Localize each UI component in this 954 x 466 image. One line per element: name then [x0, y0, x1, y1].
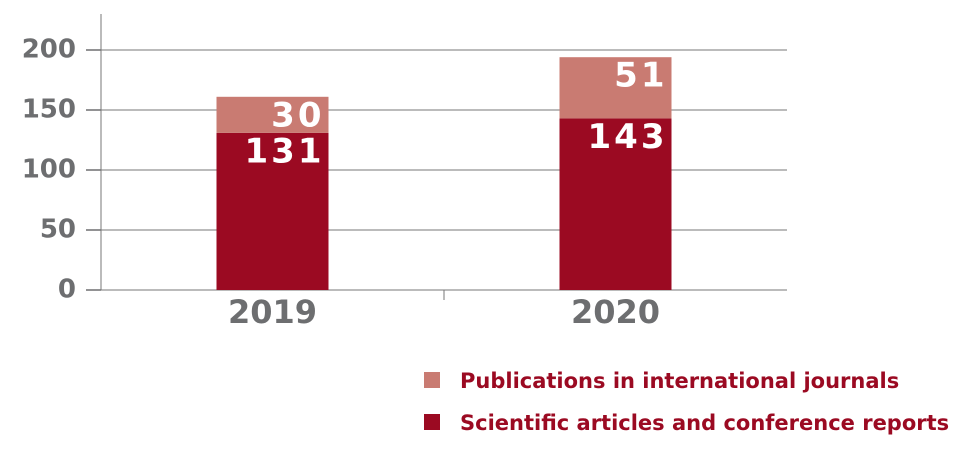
- segment-label: 30: [271, 95, 324, 135]
- x-tick-label: 2020: [571, 293, 660, 331]
- legend-swatch: [424, 372, 440, 388]
- bar-segment: [216, 96, 329, 133]
- legend-item: Scientific articles and conference repor…: [424, 408, 954, 438]
- legend-label: Scientific articles and conference repor…: [460, 411, 950, 435]
- legend-swatch: [424, 414, 440, 430]
- legend-label: Publications in international journals: [460, 369, 900, 393]
- bar-segment: [216, 132, 329, 290]
- segment-label: 131: [245, 131, 325, 171]
- segment-label: 51: [614, 56, 667, 96]
- x-tick-label: 2019: [228, 293, 317, 331]
- segment-label: 143: [588, 117, 668, 157]
- y-tick-label: 100: [22, 155, 76, 185]
- legend: Publications in international journals Sc…: [424, 366, 954, 450]
- bar-segment: [559, 118, 672, 291]
- y-tick-label: 150: [22, 95, 76, 125]
- y-tick-label: 0: [58, 275, 76, 305]
- bar-segment: [559, 57, 672, 119]
- y-tick-label: 50: [40, 215, 76, 245]
- y-tick-label: 200: [22, 35, 76, 65]
- legend-item: Publications in international journals: [424, 366, 954, 396]
